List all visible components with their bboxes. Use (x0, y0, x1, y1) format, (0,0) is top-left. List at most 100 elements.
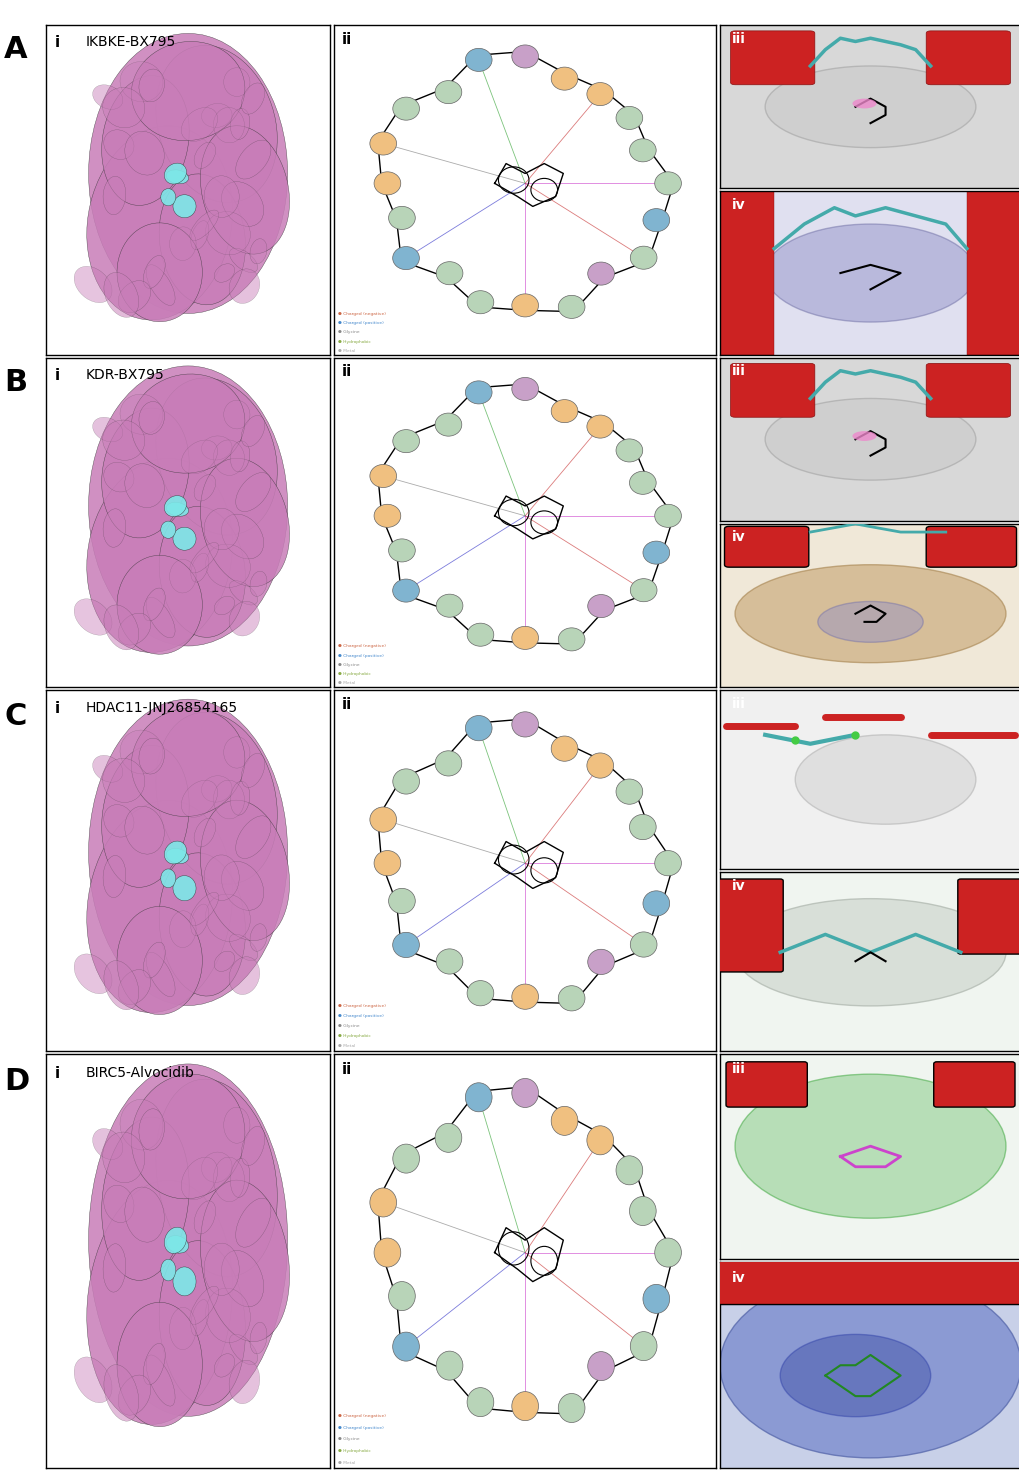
Text: ● Glycine: ● Glycine (338, 1437, 360, 1442)
Ellipse shape (242, 83, 265, 114)
Circle shape (392, 1144, 419, 1174)
Ellipse shape (235, 815, 271, 858)
Circle shape (550, 67, 578, 90)
Ellipse shape (161, 1259, 175, 1280)
Text: ● Glycine: ● Glycine (338, 1024, 360, 1029)
Text: ● Hydrophobic: ● Hydrophobic (338, 672, 371, 676)
Circle shape (654, 172, 681, 195)
FancyBboxPatch shape (723, 527, 808, 567)
Ellipse shape (221, 514, 264, 559)
Text: D: D (4, 1067, 30, 1097)
Ellipse shape (194, 1200, 215, 1234)
Ellipse shape (229, 269, 260, 303)
Ellipse shape (103, 1243, 125, 1292)
Circle shape (436, 262, 463, 284)
Ellipse shape (93, 84, 122, 110)
Ellipse shape (146, 265, 175, 305)
Bar (966, 191, 1019, 355)
Ellipse shape (166, 1236, 189, 1254)
Ellipse shape (173, 876, 196, 901)
Ellipse shape (120, 730, 163, 774)
Ellipse shape (89, 366, 287, 645)
Ellipse shape (102, 1117, 189, 1280)
Circle shape (436, 593, 463, 617)
Circle shape (435, 80, 462, 104)
Ellipse shape (74, 1357, 112, 1403)
Ellipse shape (146, 952, 175, 996)
Ellipse shape (229, 580, 258, 605)
Circle shape (465, 715, 491, 741)
Circle shape (512, 295, 538, 317)
Circle shape (630, 246, 656, 269)
Ellipse shape (117, 906, 202, 1015)
Ellipse shape (190, 892, 218, 925)
Ellipse shape (169, 226, 196, 260)
Circle shape (642, 1285, 669, 1313)
Ellipse shape (229, 934, 258, 961)
Ellipse shape (117, 555, 202, 654)
Text: ● Charged (negative): ● Charged (negative) (338, 1415, 386, 1418)
Circle shape (615, 107, 642, 129)
Ellipse shape (764, 398, 975, 480)
Ellipse shape (93, 1129, 122, 1159)
Text: A: A (4, 36, 28, 65)
Circle shape (374, 505, 400, 527)
Circle shape (370, 465, 396, 487)
Ellipse shape (202, 104, 231, 127)
Ellipse shape (89, 699, 287, 1005)
Circle shape (436, 1351, 463, 1381)
Ellipse shape (221, 1251, 264, 1307)
Circle shape (629, 471, 655, 494)
Text: iv: iv (732, 198, 745, 212)
Text: ● Glycine: ● Glycine (338, 330, 360, 334)
Ellipse shape (159, 506, 246, 638)
Ellipse shape (735, 898, 1005, 1006)
Ellipse shape (169, 1307, 196, 1350)
Ellipse shape (214, 1354, 234, 1376)
Text: ● Charged (negative): ● Charged (negative) (338, 644, 386, 648)
Ellipse shape (194, 818, 215, 847)
Text: ● Metal: ● Metal (338, 681, 356, 685)
Ellipse shape (118, 969, 151, 1005)
Ellipse shape (139, 401, 164, 434)
Ellipse shape (173, 195, 196, 218)
Ellipse shape (181, 440, 217, 474)
FancyBboxPatch shape (925, 364, 1010, 417)
Circle shape (512, 44, 538, 68)
Ellipse shape (156, 1079, 277, 1277)
Ellipse shape (131, 707, 245, 817)
Ellipse shape (89, 34, 287, 314)
Circle shape (586, 83, 613, 105)
Ellipse shape (204, 508, 239, 551)
Ellipse shape (139, 70, 164, 102)
Text: i: i (54, 36, 59, 50)
Ellipse shape (146, 598, 175, 638)
Circle shape (629, 814, 655, 839)
Ellipse shape (103, 1132, 145, 1183)
Text: ● Charged (positive): ● Charged (positive) (338, 1014, 383, 1018)
Text: iii: iii (732, 697, 745, 712)
Circle shape (435, 413, 462, 437)
Ellipse shape (124, 807, 164, 854)
Ellipse shape (164, 841, 186, 864)
Ellipse shape (104, 1365, 139, 1421)
Circle shape (392, 98, 419, 120)
Ellipse shape (201, 1180, 289, 1342)
Circle shape (465, 49, 491, 71)
Ellipse shape (104, 605, 139, 650)
Ellipse shape (214, 952, 234, 971)
Text: ● Hydrophobic: ● Hydrophobic (338, 1449, 371, 1453)
Ellipse shape (173, 1267, 196, 1296)
Circle shape (512, 1079, 538, 1107)
Circle shape (557, 1394, 585, 1422)
Ellipse shape (213, 108, 245, 144)
Ellipse shape (190, 543, 218, 573)
Ellipse shape (131, 1074, 245, 1199)
Ellipse shape (124, 1187, 164, 1242)
Text: iv: iv (732, 1270, 745, 1285)
FancyBboxPatch shape (925, 31, 1010, 84)
Circle shape (512, 626, 538, 650)
Ellipse shape (118, 281, 151, 312)
Text: ● Glycine: ● Glycine (338, 663, 360, 667)
Ellipse shape (202, 437, 231, 460)
